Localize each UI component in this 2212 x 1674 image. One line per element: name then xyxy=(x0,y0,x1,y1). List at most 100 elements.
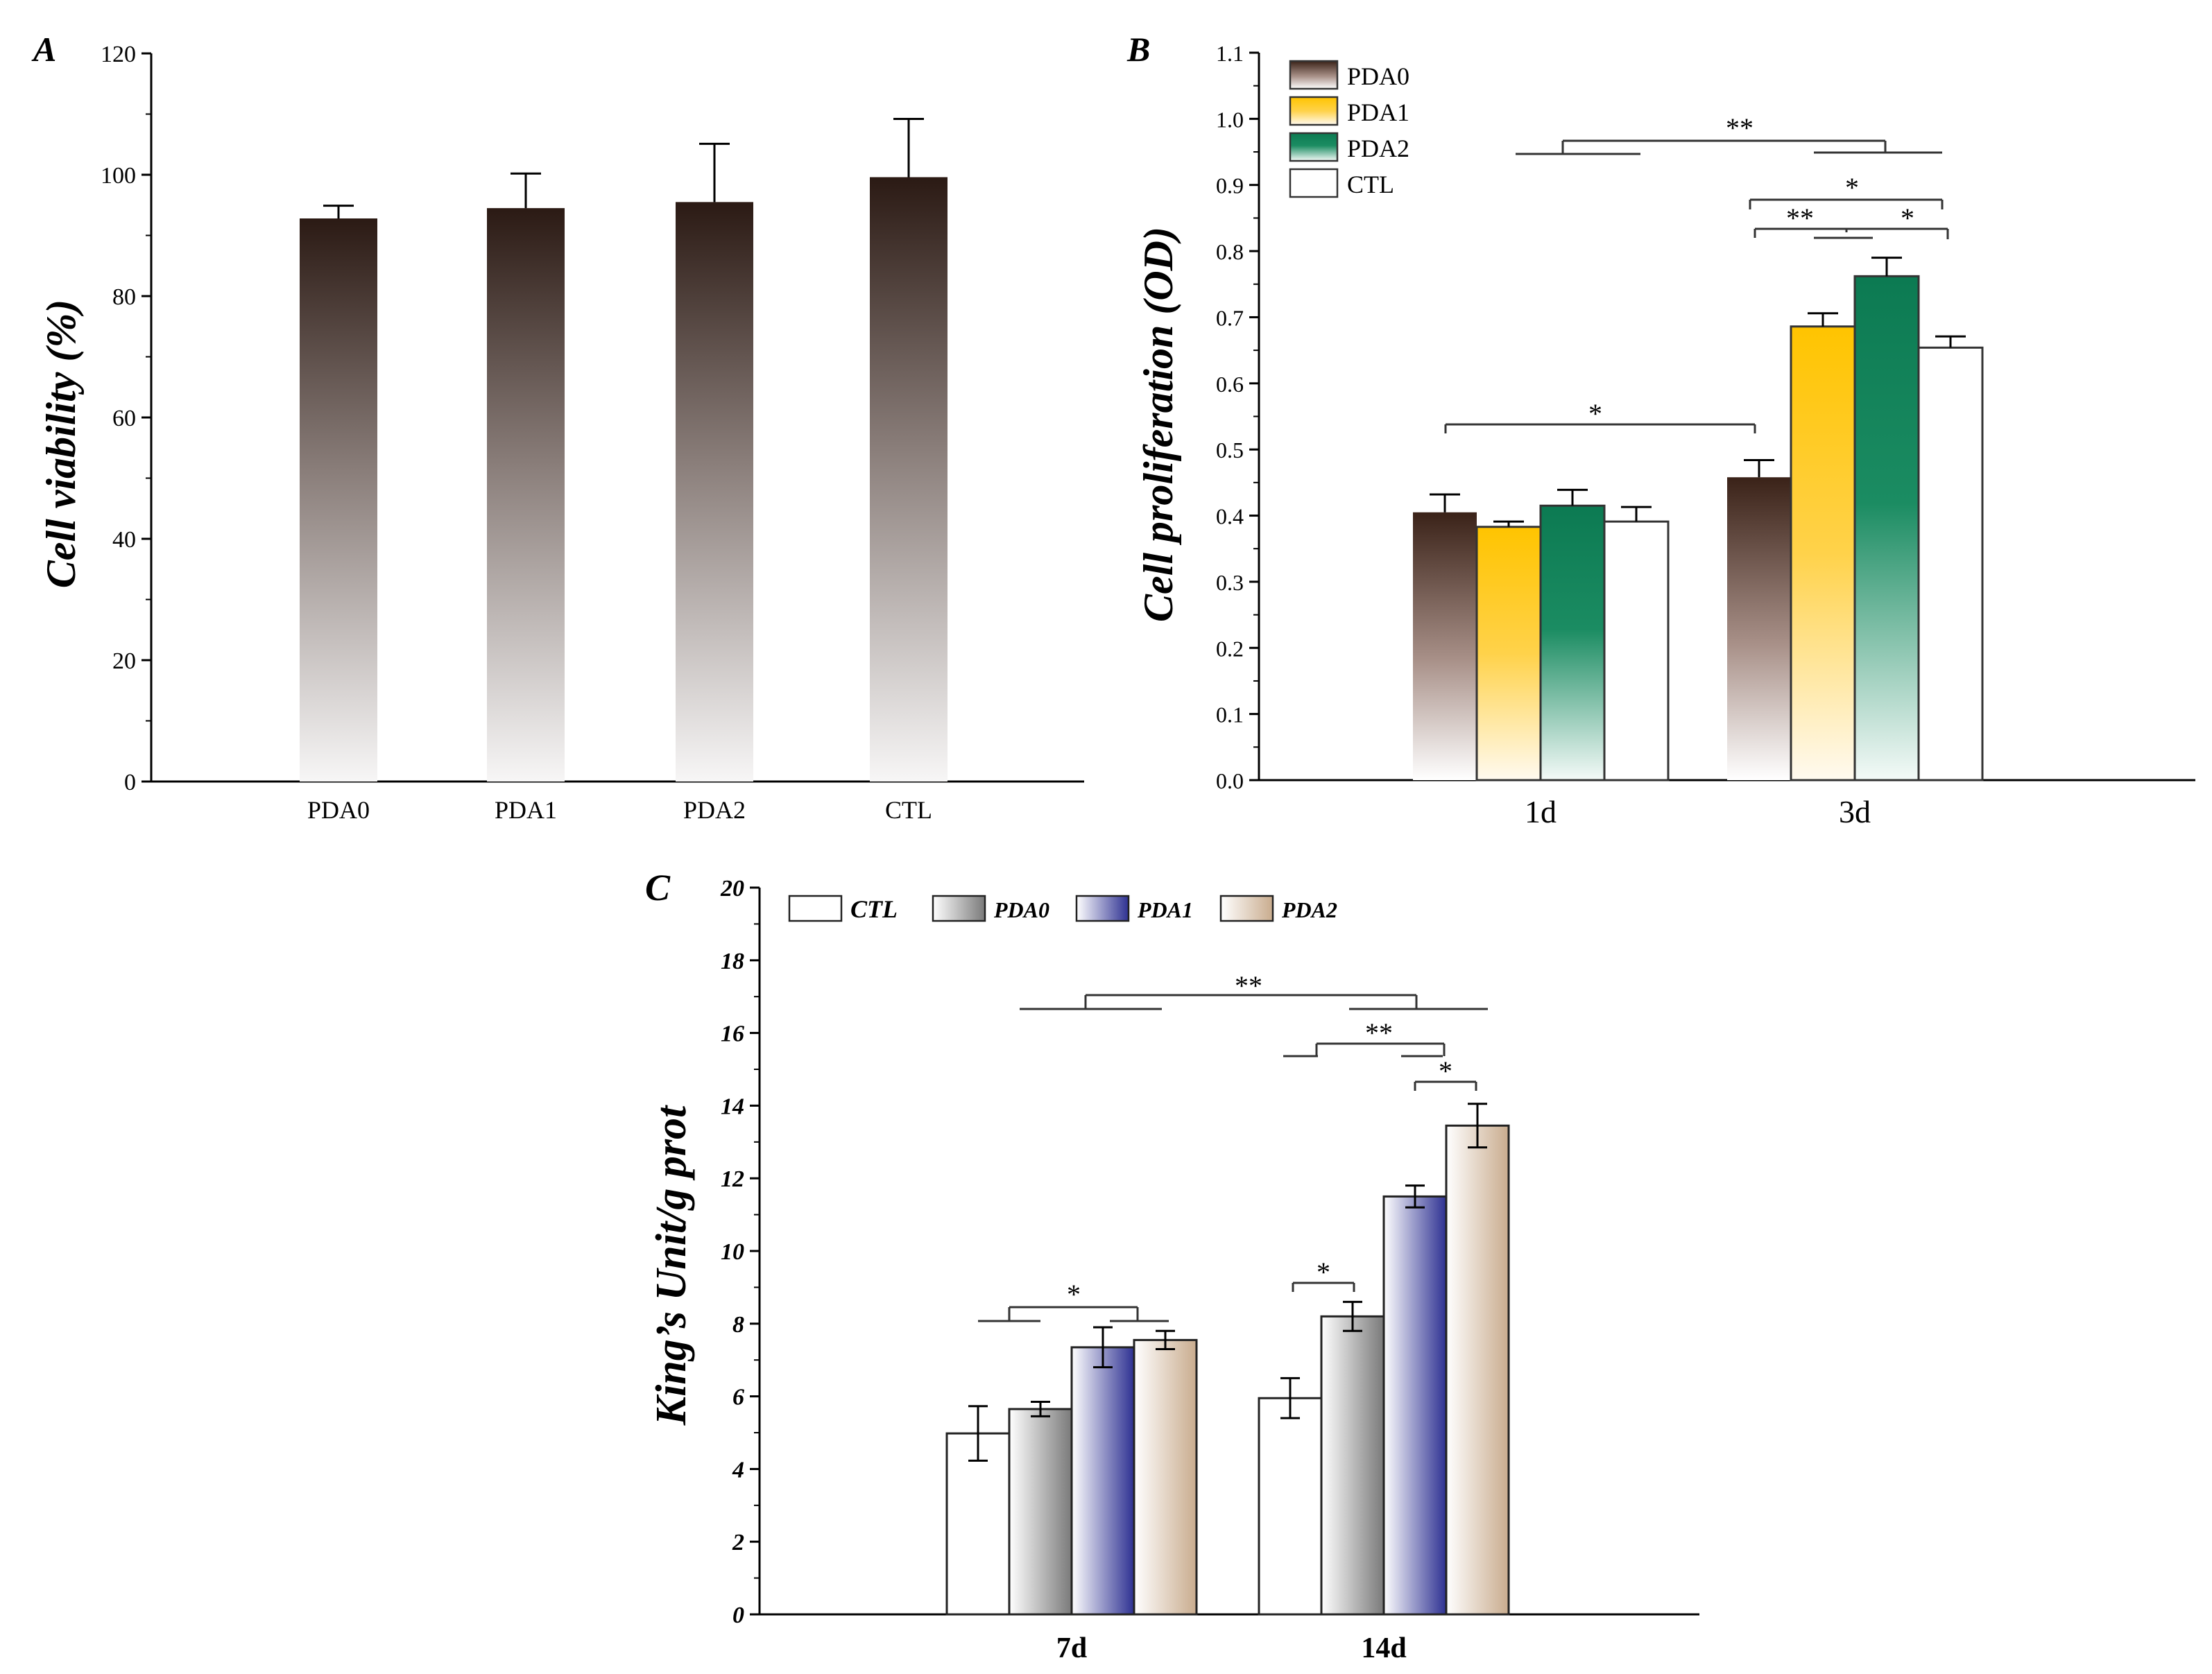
panel-a-bar-pda2 xyxy=(676,202,753,782)
panel-c-y-tick-label: 10 xyxy=(721,1239,744,1265)
panel-b-y-tick-label: 0.5 xyxy=(1216,438,1244,463)
panel-c-y-tick-label: 20 xyxy=(720,876,744,901)
panel-c-bars xyxy=(945,1103,1510,1616)
panel-b-significance-label: ** xyxy=(1726,112,1754,144)
panel-c-y-tick-label: 4 xyxy=(732,1457,744,1483)
panel-b-y-tick-label: 0.4 xyxy=(1216,504,1244,529)
panel-a-y-tick-label: 60 xyxy=(112,406,136,431)
panel-b-y-axis-title: Cell proliferation (OD) xyxy=(1135,227,1181,622)
panel-a-bar-pda0 xyxy=(300,218,377,782)
panel-b-significance-label: * xyxy=(1588,398,1602,429)
panel-c-bar-pda2-7d xyxy=(1133,1338,1198,1616)
panel-c-bar-pda0-7d xyxy=(1008,1408,1073,1616)
panel-b-legend-swatch-pda2 xyxy=(1289,132,1339,162)
panel-c-significance-label: ** xyxy=(1365,1017,1393,1049)
panel-c-legend-swatch-pda1 xyxy=(1075,895,1130,922)
panel-c-legend-swatch-ctl xyxy=(788,895,843,922)
panel-b-legend-label: PDA2 xyxy=(1347,135,1409,162)
panel-b-bar-ctl-1d xyxy=(1603,520,1670,782)
panel-c-y-tick-label: 0 xyxy=(732,1603,744,1628)
panel-a-x-tick-label: PDA1 xyxy=(495,796,557,824)
panel-b-bar-ctl-3d xyxy=(1917,346,1984,782)
panel-c-bar-ctl-14d xyxy=(1258,1397,1323,1616)
panel-c-legend-swatch-pda0 xyxy=(932,895,986,922)
panel-b-bars xyxy=(1413,257,1984,782)
panel-a-bars xyxy=(300,118,948,782)
panel-c-legend-label: PDA2 xyxy=(1281,897,1337,922)
panel-c-x-tick-label: 7d xyxy=(1056,1632,1087,1664)
panel-c-label: C xyxy=(645,867,671,908)
panel-a-y-tick-label: 120 xyxy=(101,42,136,67)
panel-c-bar-pda1-7d xyxy=(1070,1346,1135,1616)
panel-a-y-tick-label: 0 xyxy=(124,770,136,795)
panel-b-significance-label: * xyxy=(1845,172,1859,203)
panel-c-y-tick-label: 18 xyxy=(721,949,744,974)
panel-b-y-tick-label: 0.2 xyxy=(1216,636,1244,661)
panel-b-legend-swatch-pda1 xyxy=(1289,96,1339,126)
panel-b-legend-label: PDA1 xyxy=(1347,98,1409,126)
panel-c-y-axis-title: King’s Unit/g prot xyxy=(648,1105,695,1426)
panel-c-legend-swatch-pda2 xyxy=(1219,895,1274,922)
panel-b: B Cell proliferation (OD) 0.0 0.1 0.2 0.3 0.… xyxy=(1126,30,2195,829)
panel-a-y-tick-label: 80 xyxy=(112,284,136,310)
panel-b-x-tick-label: 1d xyxy=(1525,794,1557,829)
panel-c-y-tick-label: 14 xyxy=(721,1094,744,1119)
panel-c-y-tick-label: 6 xyxy=(732,1385,744,1410)
panel-b-significance-label: * xyxy=(1901,202,1914,234)
panel-b-significance: ***** ** xyxy=(1444,112,1949,433)
panel-b-bar-pda1-1d xyxy=(1475,526,1542,782)
panel-b-legend: PDA0 PDA1 PDA2 CTL xyxy=(1289,60,1409,198)
panel-a-y-axis-title: Cell viability (%) xyxy=(38,300,84,589)
panel-b-y-tick-label: 0.1 xyxy=(1216,702,1244,727)
panel-b-significance-label: ** xyxy=(1786,202,1814,234)
panel-c-y-tick-label: 8 xyxy=(732,1312,744,1338)
panel-c-bar-pda0-14d xyxy=(1320,1315,1385,1616)
panel-c-legend-label: PDA0 xyxy=(993,897,1049,922)
panel-a-y-tick-label: 100 xyxy=(101,163,136,189)
panel-c-y-tick-label: 12 xyxy=(721,1166,744,1192)
panel-a-bar-pda1 xyxy=(487,208,565,782)
panel-c: C King’s Unit/g prot 0 2 4 6 8 10 12 14 16 18 20 7d… xyxy=(645,867,1699,1664)
panel-b-y-tick-label: 1.1 xyxy=(1216,41,1244,66)
panel-a-x-tick-label: PDA2 xyxy=(683,796,746,824)
panel-b-bar-pda2-1d xyxy=(1539,504,1606,782)
panel-c-legend: CTL PDA0 PDA1 PDA2 xyxy=(788,895,1337,923)
panel-c-legend-label: PDA1 xyxy=(1137,897,1193,922)
panel-b-bar-pda0-3d xyxy=(1727,477,1791,780)
panel-c-legend-label: CTL xyxy=(850,895,898,923)
panel-c-significance-label: ** xyxy=(1235,970,1262,1001)
panel-b-y-tick-label: 1.0 xyxy=(1216,107,1244,132)
panel-a-y-tick-label: 20 xyxy=(112,648,136,674)
panel-b-y-tick-label: 0.0 xyxy=(1216,768,1244,793)
panel-a-bar-ctl xyxy=(870,177,948,782)
panel-b-legend-label: PDA0 xyxy=(1347,62,1409,90)
panel-b-bar-pda0-1d xyxy=(1413,512,1477,780)
panel-a-label: A xyxy=(31,30,56,69)
panel-b-legend-swatch-pda0 xyxy=(1289,60,1339,90)
panel-a-y-tick-label: 40 xyxy=(112,527,136,553)
panel-c-significance-label: * xyxy=(1317,1257,1330,1288)
panel-b-bar-pda1-3d xyxy=(1790,325,1856,782)
panel-a: A Cell viability (%) 0 20 40 60 80 100 120 PDA0… xyxy=(31,30,1084,824)
panel-b-bar-pda2-3d xyxy=(1853,275,1920,782)
panel-b-legend-label: CTL xyxy=(1347,171,1394,198)
panel-c-x-tick-label: 14d xyxy=(1361,1632,1406,1664)
panel-b-y-tick-label: 0.9 xyxy=(1216,173,1244,198)
panel-a-x-tick-label: CTL xyxy=(885,796,932,824)
panel-c-significance-label: * xyxy=(1067,1279,1081,1310)
panel-b-y-tick-label: 0.6 xyxy=(1216,372,1244,397)
panel-b-y-tick-label: 0.3 xyxy=(1216,570,1244,595)
panel-b-y-tick-label: 0.7 xyxy=(1216,305,1244,330)
panel-a-x-tick-label: PDA0 xyxy=(307,796,370,824)
panel-c-y-tick-label: 2 xyxy=(732,1530,744,1555)
panel-c-bar-pda1-14d xyxy=(1382,1195,1448,1616)
panel-c-significance: ******* xyxy=(978,970,1488,1322)
panel-b-legend-swatch-ctl xyxy=(1289,168,1339,198)
panel-b-label: B xyxy=(1126,30,1150,69)
panel-c-y-tick-label: 16 xyxy=(721,1021,744,1047)
panel-b-y-tick-label: 0.8 xyxy=(1216,239,1244,264)
panel-b-x-tick-label: 3d xyxy=(1839,794,1871,829)
panel-c-bar-pda2-14d xyxy=(1445,1124,1510,1616)
panel-c-significance-label: * xyxy=(1439,1055,1452,1087)
